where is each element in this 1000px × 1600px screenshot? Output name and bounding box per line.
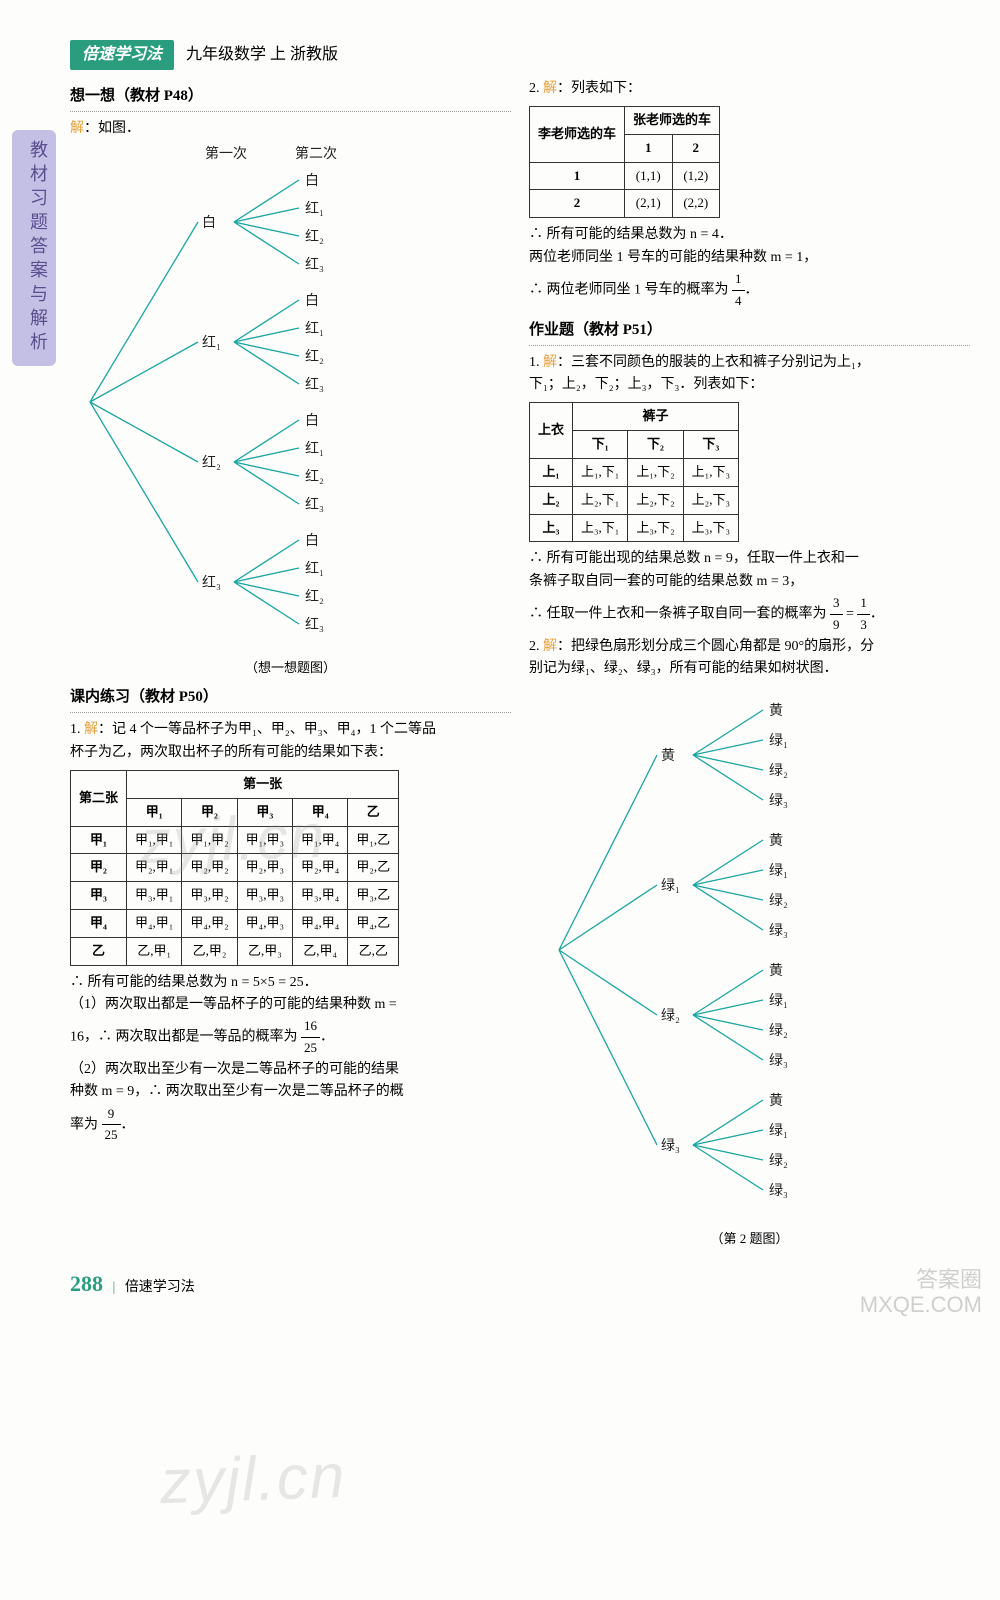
svg-text:绿₂: 绿₂ xyxy=(769,763,788,779)
svg-text:黄: 黄 xyxy=(769,832,783,849)
q2-l3a: ∴ 两位老师同坐 1 号车的概率为 xyxy=(529,282,729,297)
svg-text:绿₁: 绿₁ xyxy=(769,1123,788,1139)
svg-text:红₂: 红₂ xyxy=(305,469,324,485)
header-badge: 倍速学习法 xyxy=(70,40,174,70)
conc3c: 率为 xyxy=(70,1117,98,1132)
svg-text:第一次: 第一次 xyxy=(205,145,247,162)
svg-text:红₃: 红₃ xyxy=(202,575,221,591)
hw-q1-t1: ：三套不同颜色的服装的上衣和裤子分别记为上₁， xyxy=(557,355,870,370)
q2-num: 2. xyxy=(529,81,543,96)
hw-l1: ∴ 所有可能出现的结果总数 n = 9，任取一件上衣和一 xyxy=(529,548,970,570)
svg-text:绿₂: 绿₂ xyxy=(661,1008,680,1024)
corner-watermark: 答案圈 MXQE.COM xyxy=(860,1268,982,1316)
frac-16-25: 1625 xyxy=(301,1016,320,1059)
hw-l2: 条裤子取自同一套的可能的结果总数 m = 3， xyxy=(529,571,970,593)
ans-label: 解 xyxy=(543,81,557,96)
frac-1-4: 14 xyxy=(732,269,745,312)
frac-3-9: 39 xyxy=(830,593,843,636)
sidebar-tab: 教材习题答案与解析 xyxy=(12,130,56,366)
svg-text:红₁: 红₁ xyxy=(305,561,324,577)
svg-text:绿₂: 绿₂ xyxy=(769,1023,788,1039)
svg-text:黄: 黄 xyxy=(769,702,783,719)
svg-text:白: 白 xyxy=(305,293,319,309)
svg-text:红₂: 红₂ xyxy=(202,455,221,471)
hw-q1-num: 1. xyxy=(529,355,543,370)
svg-text:绿₂: 绿₂ xyxy=(769,893,788,909)
hw-q2-t2: 别记为绿₁、绿₂、绿₃，所有可能的结果如树状图． xyxy=(529,658,970,680)
think-tree-diagram: 第一次 第二次 白白红₁红₂红₃红₁白红₁红₂红₃红₂白红₁红₂红₃红₃白红₁红… xyxy=(70,140,370,650)
svg-text:红₁: 红₁ xyxy=(305,321,324,337)
right-column: 2. 解：列表如下： 李老师选的车张老师选的车 12 1(1,1)(1,2) 2… xyxy=(529,78,970,1250)
frac-9-25: 925 xyxy=(102,1104,121,1147)
svg-text:红₁: 红₁ xyxy=(202,335,221,351)
homework-heading: 作业题（教材 P51） xyxy=(529,318,970,346)
hw-tree-diagram: 黄黄绿₁绿₂绿₃绿₁黄绿₁绿₂绿₃绿₂黄绿₁绿₂绿₃绿₃黄绿₁绿₂绿₃ xyxy=(529,680,839,1220)
svg-text:红₁: 红₁ xyxy=(305,441,324,457)
svg-text:白: 白 xyxy=(305,533,319,549)
svg-text:白: 白 xyxy=(202,215,216,231)
svg-text:红₂: 红₂ xyxy=(305,349,324,365)
svg-text:红₁: 红₁ xyxy=(305,201,324,217)
svg-text:白: 白 xyxy=(305,173,319,189)
svg-text:黄: 黄 xyxy=(661,747,675,764)
svg-text:白: 白 xyxy=(305,413,319,429)
ans-label: 解 xyxy=(543,639,557,654)
svg-text:绿₃: 绿₃ xyxy=(769,793,788,809)
think-tree-caption: （想一想题图） xyxy=(70,658,511,679)
hw-q2-num: 2. xyxy=(529,639,543,654)
svg-text:红₃: 红₃ xyxy=(305,497,324,513)
q2-l1: ∴ 所有可能的结果总数为 n = 4． xyxy=(529,224,970,246)
car-table: 李老师选的车张老师选的车 12 1(1,1)(1,2) 2(2,1)(2,2) xyxy=(529,106,720,218)
q1-line1: ：记 4 个一等品杯子为甲₁、甲₂、甲₃、甲₄，1 个二等品 xyxy=(98,722,436,737)
conc1: ∴ 所有可能的结果总数为 n = 5×5 = 25． xyxy=(70,972,511,994)
conc2a: （1）两次取出都是一等品杯子的可能的结果种数 m = xyxy=(70,994,511,1016)
svg-text:绿₁: 绿₁ xyxy=(769,993,788,1009)
practice-table: 第二张第一张 甲₁甲₂甲₃甲₄乙 甲₁甲₁,甲₁甲₁,甲₂甲₁,甲₃甲₁,甲₄甲… xyxy=(70,770,399,966)
hw-l3a: ∴ 任取一件上衣和一条裤子取自同一套的概率为 xyxy=(529,607,827,622)
svg-text:黄: 黄 xyxy=(769,962,783,979)
watermark: zyjl.cn xyxy=(158,1427,348,1533)
svg-text:绿₁: 绿₁ xyxy=(769,863,788,879)
q1-num: 1. xyxy=(70,722,84,737)
svg-text:红₃: 红₃ xyxy=(305,377,324,393)
conc2b: 16，∴ 两次取出都是一等品的概率为 xyxy=(70,1030,298,1045)
ans-label: 解 xyxy=(84,722,98,737)
q1-line2: 杯子为乙，两次取出杯子的所有可能的结果如下表： xyxy=(70,742,511,764)
svg-text:红₃: 红₃ xyxy=(305,257,324,273)
frac-1-3: 13 xyxy=(857,593,870,636)
svg-text:红₂: 红₂ xyxy=(305,229,324,245)
page-footer: 288 | 倍速学习法 xyxy=(70,1266,970,1301)
think-heading: 想一想（教材 P48） xyxy=(70,84,511,112)
svg-text:黄: 黄 xyxy=(769,1092,783,1109)
ans-label: 解 xyxy=(543,355,557,370)
ans-label: 解 xyxy=(70,121,84,136)
hw-tree-caption: （第 2 题图） xyxy=(529,1229,970,1250)
footer-series: 倍速学习法 xyxy=(125,1280,195,1295)
svg-text:绿₁: 绿₁ xyxy=(769,733,788,749)
conc3a: （2）两次取出至少有一次是二等品杯子的可能的结果 xyxy=(70,1059,511,1081)
svg-text:第二次: 第二次 xyxy=(295,145,337,162)
svg-text:红₂: 红₂ xyxy=(305,589,324,605)
svg-text:绿₂: 绿₂ xyxy=(769,1153,788,1169)
svg-text:绿₃: 绿₃ xyxy=(769,923,788,939)
q2-text: ：列表如下： xyxy=(557,81,641,96)
clothes-table: 上衣裤子 下₁下₂下₃ 上₁上₁,下₁上₁,下₂上₁,下₃上₂上₂,下₁上₂,下… xyxy=(529,402,739,542)
hw-q2-t1: ：把绿色扇形划分成三个圆心角都是 90°的扇形，分 xyxy=(557,639,874,654)
svg-text:绿₃: 绿₃ xyxy=(769,1183,788,1199)
svg-text:绿₃: 绿₃ xyxy=(661,1138,680,1154)
svg-text:绿₁: 绿₁ xyxy=(661,878,680,894)
page-header: 倍速学习法 九年级数学 上 浙教版 xyxy=(70,40,970,70)
q2-l2: 两位老师同坐 1 号车的可能的结果种数 m = 1， xyxy=(529,247,970,269)
hw-q1-t2: 下₁；上₂，下₂；上₃，下₃．列表如下： xyxy=(529,374,970,396)
conc3b: 种数 m = 9，∴ 两次取出至少有一次是二等品杯子的概 xyxy=(70,1081,511,1103)
header-subject: 九年级数学 上 浙教版 xyxy=(186,46,338,63)
practice-heading: 课内练习（教材 P50） xyxy=(70,685,511,713)
left-column: 想一想（教材 P48） 解：如图． 第一次 第二次 白白红₁红₂红₃红₁白红₁红… xyxy=(70,78,511,1250)
svg-text:绿₃: 绿₃ xyxy=(769,1053,788,1069)
page-number: 288 xyxy=(70,1271,103,1296)
think-text: ：如图． xyxy=(84,121,140,136)
svg-text:红₃: 红₃ xyxy=(305,617,324,633)
